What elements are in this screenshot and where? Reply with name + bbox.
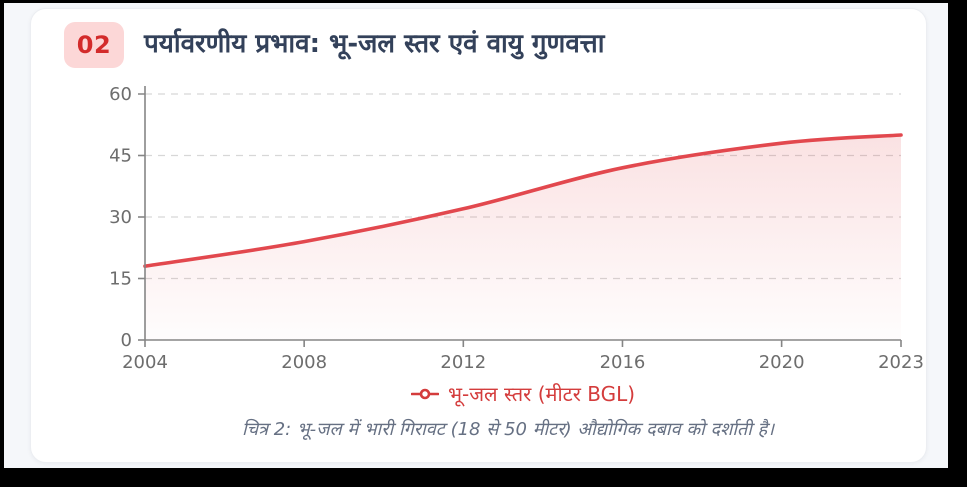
legend-item-groundwater: भू-जल स्तर (मीटर BGL) xyxy=(410,380,636,407)
area-fill xyxy=(145,135,901,340)
x-tick-label: 2004 xyxy=(122,352,168,373)
section-number-badge: 02 xyxy=(64,22,124,68)
x-tick-label: 2008 xyxy=(281,352,327,373)
x-tick-label: 2020 xyxy=(759,352,805,373)
legend-label: भू-जल स्तर (मीटर BGL) xyxy=(447,382,636,406)
chart-legend: भू-जल स्तर (मीटर BGL) xyxy=(93,380,923,407)
figure-header: 02 पर्यावरणीय प्रभाव: भू-जल स्तर एवं वाय… xyxy=(31,9,926,68)
y-tick-label: 45 xyxy=(109,146,132,167)
x-tick-label: 2016 xyxy=(600,352,646,373)
groundwater-area-chart: 0 15 30 45 60 2004 2008 2012 2016 2020 2023 xyxy=(109,84,923,373)
figure-card: 02 पर्यावरणीय प्रभाव: भू-जल स्तर एवं वाय… xyxy=(30,8,927,463)
line-marker-icon xyxy=(410,388,439,399)
y-tick-label: 0 xyxy=(121,330,132,351)
figure-caption: चित्र 2: भू-जल में भारी गिरावट (18 से 50… xyxy=(241,419,775,440)
chart-area: 0 15 30 45 60 2004 2008 2012 2016 2020 2023 xyxy=(93,82,923,374)
page-background: 02 पर्यावरणीय प्रभाव: भू-जल स्तर एवं वाय… xyxy=(4,3,948,468)
y-tick-label: 30 xyxy=(109,207,132,228)
x-tick-label: 2023 xyxy=(878,352,923,373)
y-tick-label: 60 xyxy=(109,84,132,105)
y-tick-label: 15 xyxy=(109,269,132,290)
figure-title: पर्यावरणीय प्रभाव: भू-जल स्तर एवं वायु ग… xyxy=(144,29,605,60)
x-tick-label: 2012 xyxy=(440,352,486,373)
trend-line xyxy=(143,133,903,268)
